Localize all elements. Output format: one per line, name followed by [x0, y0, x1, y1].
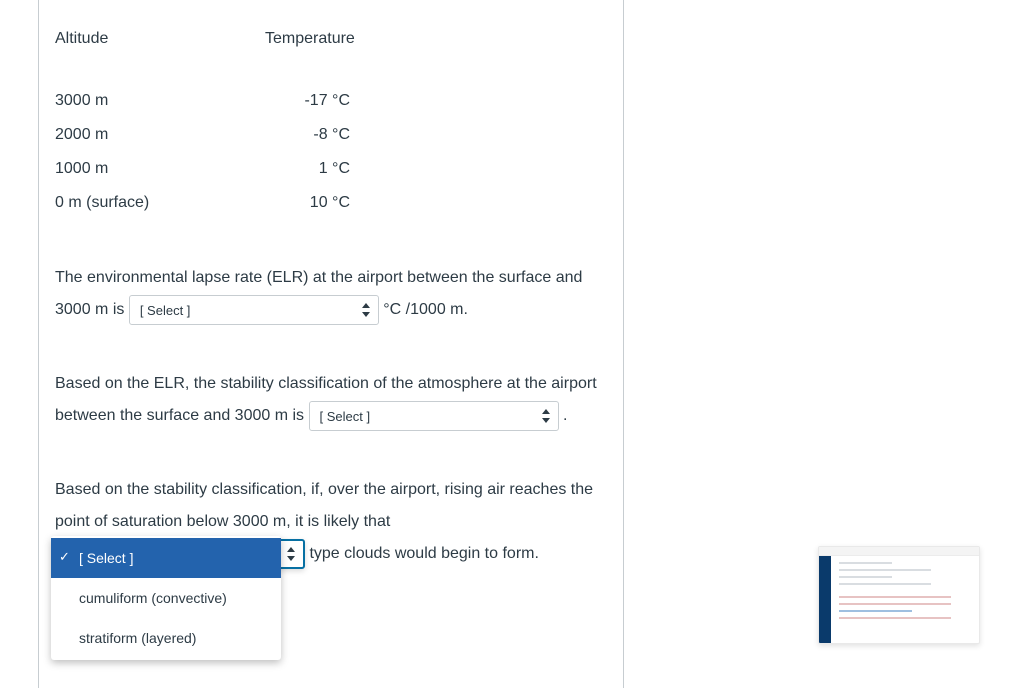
- page-thumbnail-preview[interactable]: [818, 546, 980, 644]
- table-row: 0 m (surface): [55, 186, 265, 220]
- table-row: 2000 m: [55, 118, 265, 152]
- thumbnail-titlebar: [819, 547, 979, 556]
- elr-value-select[interactable]: [ Select ]: [129, 295, 379, 325]
- chevron-updown-icon: [287, 547, 297, 561]
- question-content-frame: Altitude Temperature 3000 m -17 °C 2000 …: [38, 0, 624, 688]
- table-row: 1 °C: [265, 152, 385, 186]
- select-placeholder: [ Select ]: [140, 303, 191, 318]
- question-3: Based on the stability classification, i…: [55, 474, 607, 570]
- table-row: 3000 m: [55, 84, 265, 118]
- dropdown-option-select[interactable]: [ Select ]: [51, 538, 281, 578]
- table-row: -17 °C: [265, 84, 385, 118]
- table-row: 1000 m: [55, 152, 265, 186]
- thumbnail-sidebar: [819, 556, 831, 644]
- dropdown-option-cumuliform[interactable]: cumuliform (convective): [51, 578, 281, 618]
- question-3-text-post: type clouds would begin to form.: [309, 545, 538, 562]
- stability-classification-select[interactable]: [ Select ]: [309, 401, 559, 431]
- cloud-type-dropdown-panel: [ Select ] cumuliform (convective) strat…: [51, 536, 281, 660]
- question-3-text-pre: Based on the stability classification, i…: [55, 481, 593, 530]
- thumbnail-content: [831, 556, 979, 644]
- table-header-temperature: Temperature: [265, 30, 385, 84]
- question-2-text-post: .: [563, 407, 567, 424]
- table-row: -8 °C: [265, 118, 385, 152]
- table-header-altitude: Altitude: [55, 30, 265, 84]
- dropdown-option-stratiform[interactable]: stratiform (layered): [51, 618, 281, 658]
- question-2: Based on the ELR, the stability classifi…: [55, 368, 607, 432]
- question-1-text-post: °C /1000 m.: [383, 301, 468, 318]
- chevron-updown-icon: [542, 409, 552, 423]
- table-row: 10 °C: [265, 186, 385, 220]
- select-placeholder: [ Select ]: [320, 409, 371, 424]
- chevron-updown-icon: [362, 303, 372, 317]
- altitude-temperature-table: Altitude Temperature 3000 m -17 °C 2000 …: [55, 30, 607, 220]
- question-1: The environmental lapse rate (ELR) at th…: [55, 262, 607, 326]
